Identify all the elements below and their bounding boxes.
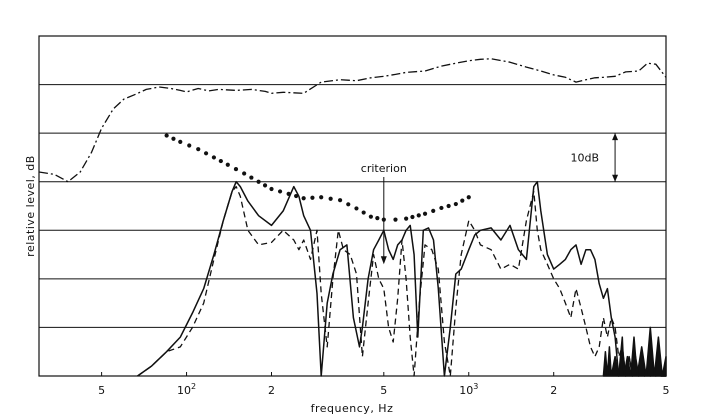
criterion-label: criterion [361,162,407,175]
dotted-series-point [354,206,359,211]
dotted-series-point [393,217,398,222]
y-axis-title: relative level, dB [24,155,37,257]
gridlines [39,84,666,328]
x-tick-label: 2 [550,384,557,397]
dotted-series-dot [346,202,351,207]
x-tick-label: 5 [663,384,670,397]
dotted-series-dot [416,213,421,218]
dotted-series-point [196,147,201,152]
dotted-series-point [466,195,471,200]
dotted-series-dot [328,196,333,201]
dotted-series-dot [294,193,299,199]
dotted-series-point [256,179,261,184]
plot-area [38,35,667,377]
x-tick-label: 5 [98,384,105,397]
scale-bar-arrow-top [612,133,619,141]
scale-bar-arrow-bottom [612,174,619,182]
dotted-series-point [242,171,247,176]
dotted-series-point [164,133,169,138]
dotted-series-dot [410,214,415,220]
dotted-series-point [337,198,343,203]
dotted-series-dot [233,166,239,172]
dotted-series-point [301,196,306,201]
x-tick-label: 102 [177,382,196,397]
dotted-series-point [225,162,230,167]
dotted-series-dot [203,151,209,156]
x-tick-label: 2 [268,384,275,397]
dotted-series-dot [446,203,451,209]
series-dash-dot [38,58,667,183]
dotted-series-dot [249,175,254,180]
dotted-series-point [404,216,409,221]
dotted-series-point [439,205,444,211]
plot-frame [38,35,667,377]
dotted-series-point [319,195,324,200]
dotted-series-dot [375,216,380,221]
dotted-series-dot [431,208,436,213]
annotations: criterion 10dB [361,133,619,265]
scale-bar-label: 10dB [571,151,600,164]
dotted-series-dot [361,210,366,215]
x-tick-exponent: 3 [473,382,478,391]
dotted-series-dot [187,143,192,148]
series-layer [38,58,667,377]
criterion-arrow-head [380,256,387,265]
dotted-series-dot [218,158,223,164]
dotted-series-point [211,155,217,160]
dotted-series-point [422,211,428,216]
dotted-series-point [269,186,274,192]
x-axis-title: frequency, Hz [311,402,394,415]
dotted-series-dot [262,183,268,188]
x-tick-label: 103 [459,382,478,397]
x-tick-label: 5 [380,384,387,397]
series-dashed [137,185,666,377]
dotted-series-point [368,214,373,219]
dotted-series-point [178,139,183,144]
x-tick-exponent: 2 [191,382,196,391]
dotted-series-dot [171,136,176,141]
dotted-series-dot [310,195,315,200]
dotted-series-dot [277,189,283,194]
series-fill [602,326,667,377]
dotted-series-point [453,201,458,207]
dotted-series-dot [460,198,465,203]
